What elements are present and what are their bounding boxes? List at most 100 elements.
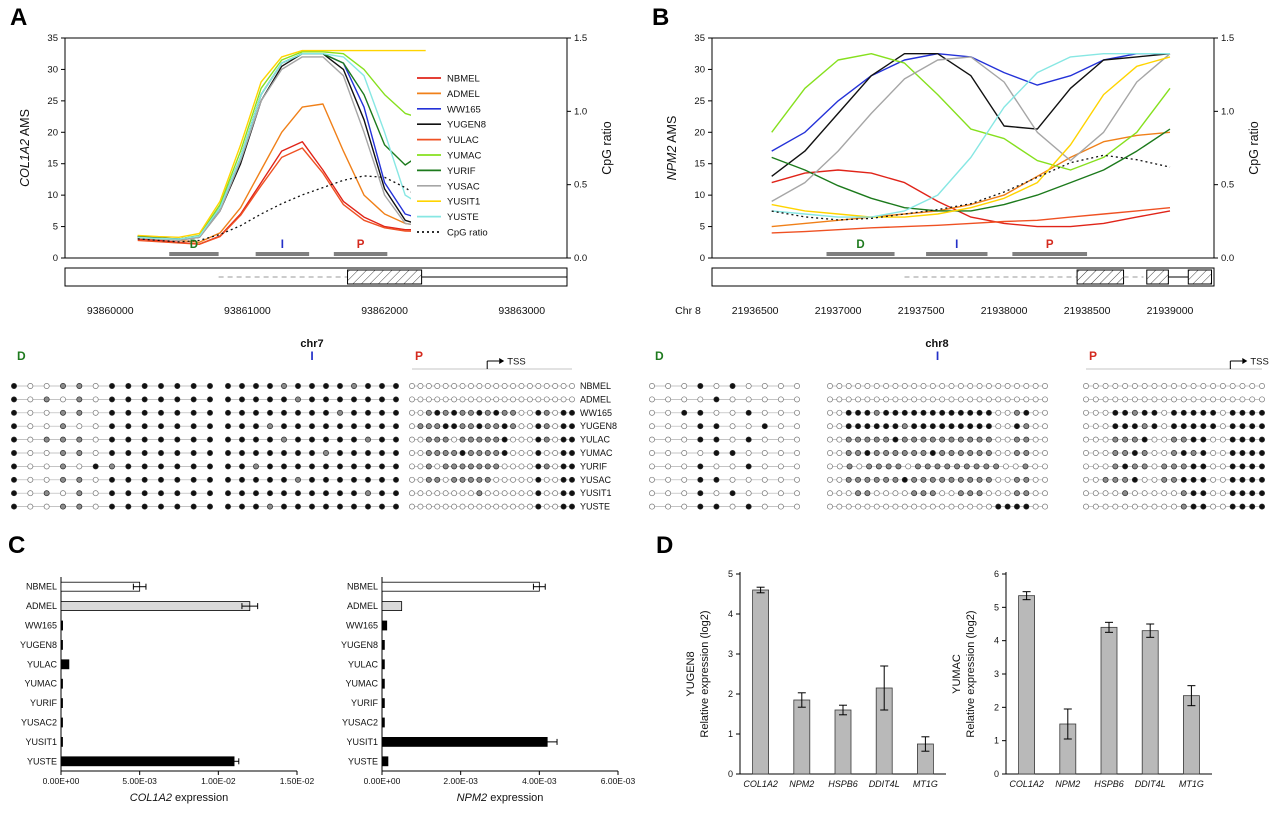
cpg-site bbox=[11, 490, 17, 497]
cpg-site bbox=[976, 383, 983, 389]
cpg-site bbox=[337, 463, 343, 470]
cpg-site bbox=[1161, 423, 1168, 430]
bar-COL1A2 bbox=[1018, 595, 1035, 775]
cpg-site bbox=[1180, 423, 1187, 430]
series-line-YUSIT1 bbox=[137, 49, 426, 239]
cpg-site bbox=[535, 503, 542, 510]
cpg-site bbox=[1200, 423, 1207, 430]
cpg-site bbox=[467, 463, 474, 470]
cpg-site bbox=[459, 396, 466, 403]
y-axis-label-line1: YUGEN8 bbox=[685, 651, 697, 696]
tss-label: TSS bbox=[507, 357, 525, 368]
cpg-site bbox=[351, 409, 357, 416]
cpg-site bbox=[109, 409, 115, 416]
cpg-site bbox=[92, 503, 99, 510]
cpg-site bbox=[92, 423, 99, 430]
cpg-site bbox=[43, 436, 50, 443]
cpg-site bbox=[649, 383, 655, 389]
cpg-site bbox=[929, 423, 936, 430]
cpg-site bbox=[323, 436, 329, 443]
group-title-chr8: chr8 bbox=[925, 338, 948, 350]
cpg-site bbox=[864, 476, 871, 483]
cpg-site bbox=[665, 450, 672, 456]
cpg-site bbox=[393, 423, 399, 430]
cpg-site bbox=[239, 450, 245, 456]
cpg-site bbox=[983, 463, 990, 470]
cpg-site bbox=[836, 476, 843, 483]
cpg-site bbox=[92, 396, 99, 403]
cpg-site bbox=[911, 490, 918, 497]
cpg-site bbox=[1249, 476, 1256, 483]
cpg-ratio-line bbox=[771, 154, 1171, 221]
cpg-site bbox=[1161, 450, 1168, 456]
cpg-site bbox=[873, 450, 880, 456]
cpg-site bbox=[794, 423, 800, 430]
cpg-site bbox=[1131, 436, 1138, 443]
cpg-site bbox=[1259, 409, 1265, 416]
cpg-site bbox=[76, 450, 83, 456]
cpg-site bbox=[1239, 436, 1246, 443]
y-axis-label-line2: Relative expression (log2) bbox=[965, 610, 977, 737]
cpg-site bbox=[459, 450, 466, 456]
cpg-site bbox=[934, 463, 941, 470]
cpg-site bbox=[873, 423, 880, 430]
bar-DDIT4L bbox=[1141, 630, 1159, 775]
cpg-site bbox=[43, 383, 50, 389]
cpg-site bbox=[501, 490, 508, 497]
cpg-site bbox=[43, 490, 50, 497]
cpg-site bbox=[1141, 383, 1148, 389]
cpg-site bbox=[973, 463, 980, 470]
cpg-site bbox=[510, 450, 517, 456]
cpg-site bbox=[225, 503, 231, 510]
cpg-site bbox=[253, 490, 259, 497]
cpg-site bbox=[158, 463, 164, 470]
cpg-site bbox=[535, 423, 542, 430]
cpg-site bbox=[1112, 463, 1119, 470]
x-category-COL1A2: COL1A2 bbox=[743, 779, 778, 789]
cpg-site bbox=[761, 436, 768, 443]
cpg-site bbox=[1180, 476, 1187, 483]
panel-a-label: A bbox=[10, 4, 28, 31]
cpg-site bbox=[501, 476, 508, 483]
cpg-site bbox=[158, 490, 164, 497]
cpg-site bbox=[158, 436, 164, 443]
bar-label-YUSTE: YUSTE bbox=[27, 756, 57, 766]
cpg-site bbox=[1249, 490, 1256, 497]
cpg-site bbox=[1032, 396, 1039, 403]
cpg-site bbox=[993, 463, 1000, 470]
cpg-site bbox=[158, 503, 164, 510]
cpg-site bbox=[351, 463, 357, 470]
x-axis-title: COL1A2 expression bbox=[130, 792, 228, 804]
cpg-site bbox=[892, 396, 899, 403]
cpg-site bbox=[1083, 409, 1089, 416]
cpg-site bbox=[207, 503, 213, 510]
cpg-site bbox=[281, 476, 287, 483]
cpg-site bbox=[434, 409, 441, 416]
cpg-site bbox=[649, 396, 655, 403]
cpg-site bbox=[1151, 450, 1158, 456]
cpg-site bbox=[1219, 463, 1226, 470]
cpg-site bbox=[190, 450, 197, 456]
series-line-YUMAC bbox=[771, 53, 1171, 171]
cpg-site bbox=[11, 450, 17, 456]
cpg-site bbox=[967, 436, 974, 443]
cpg-site bbox=[1083, 423, 1089, 430]
cpg-site bbox=[434, 503, 441, 510]
cpg-site bbox=[417, 450, 424, 456]
cpg-site bbox=[1161, 490, 1168, 497]
cpg-site bbox=[911, 423, 918, 430]
cpg-site bbox=[1239, 423, 1246, 430]
cpg-site bbox=[911, 436, 918, 443]
svg-text:1: 1 bbox=[994, 736, 999, 746]
cpg-site bbox=[543, 423, 550, 430]
cpg-site bbox=[295, 383, 301, 389]
cpg-site bbox=[518, 396, 525, 403]
x-tick: 21937500 bbox=[898, 305, 945, 317]
cpg-site bbox=[939, 383, 946, 389]
tss-arrow-icon bbox=[1242, 358, 1248, 364]
bar-label-YUSIT1: YUSIT1 bbox=[346, 737, 378, 747]
cpg-site bbox=[459, 383, 466, 389]
cpg-site bbox=[1042, 436, 1048, 443]
svg-text:5: 5 bbox=[53, 222, 58, 233]
cpg-site bbox=[713, 409, 720, 416]
